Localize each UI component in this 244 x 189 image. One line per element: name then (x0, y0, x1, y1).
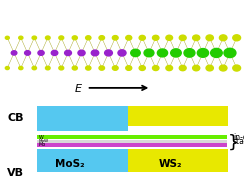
Circle shape (206, 35, 213, 41)
Circle shape (72, 66, 77, 70)
Text: }: } (228, 134, 240, 152)
Circle shape (86, 36, 91, 40)
Circle shape (112, 66, 118, 70)
Circle shape (233, 35, 241, 41)
Text: states: states (233, 137, 244, 146)
Circle shape (157, 49, 168, 57)
Circle shape (25, 51, 30, 55)
Circle shape (59, 66, 64, 70)
Circle shape (219, 65, 227, 71)
Circle shape (112, 36, 118, 40)
Circle shape (166, 35, 173, 40)
Circle shape (78, 50, 85, 56)
Circle shape (152, 35, 159, 40)
Circle shape (72, 36, 77, 40)
Circle shape (184, 49, 195, 57)
Circle shape (59, 36, 64, 40)
Circle shape (139, 35, 145, 40)
Circle shape (38, 50, 44, 55)
Circle shape (45, 66, 50, 70)
Circle shape (152, 66, 159, 70)
Circle shape (32, 36, 37, 40)
Circle shape (171, 49, 181, 57)
Circle shape (144, 49, 154, 57)
Circle shape (224, 48, 236, 58)
Circle shape (105, 50, 112, 56)
Text: CB: CB (8, 113, 24, 123)
Text: MoW: MoW (39, 139, 49, 143)
Circle shape (233, 65, 241, 71)
Circle shape (126, 36, 132, 40)
Circle shape (51, 50, 58, 55)
Circle shape (86, 66, 91, 70)
Bar (37, 140, 227, 143)
Circle shape (118, 50, 126, 56)
Circle shape (219, 35, 227, 41)
Bar (128, 106, 228, 126)
Text: WS₂: WS₂ (159, 159, 183, 169)
Circle shape (126, 66, 132, 70)
Circle shape (45, 36, 50, 40)
Text: Mo: Mo (39, 142, 46, 147)
Circle shape (211, 48, 222, 57)
Circle shape (19, 66, 23, 70)
Circle shape (193, 35, 200, 41)
Circle shape (5, 67, 9, 70)
Text: W: W (39, 135, 43, 139)
Circle shape (5, 36, 9, 39)
Text: VB: VB (7, 168, 24, 178)
Circle shape (139, 66, 145, 70)
Circle shape (131, 49, 140, 57)
Circle shape (91, 50, 99, 56)
Circle shape (99, 66, 104, 70)
Text: $\mathbf{\it{E}}$: $\mathbf{\it{E}}$ (74, 82, 83, 94)
Bar (37, 143, 227, 147)
Circle shape (179, 35, 186, 40)
Bar (128, 149, 228, 172)
Circle shape (166, 65, 173, 71)
Circle shape (11, 51, 17, 55)
Text: MoS₂: MoS₂ (55, 159, 84, 169)
Bar (37, 149, 128, 172)
Circle shape (99, 36, 104, 40)
Bar (37, 135, 227, 139)
Circle shape (197, 49, 209, 57)
Circle shape (32, 66, 37, 70)
Circle shape (179, 65, 186, 71)
Circle shape (19, 36, 23, 40)
Circle shape (65, 50, 71, 56)
Text: in-gap: in-gap (233, 133, 244, 142)
Bar (37, 106, 128, 131)
Circle shape (206, 65, 213, 71)
Circle shape (193, 65, 200, 71)
